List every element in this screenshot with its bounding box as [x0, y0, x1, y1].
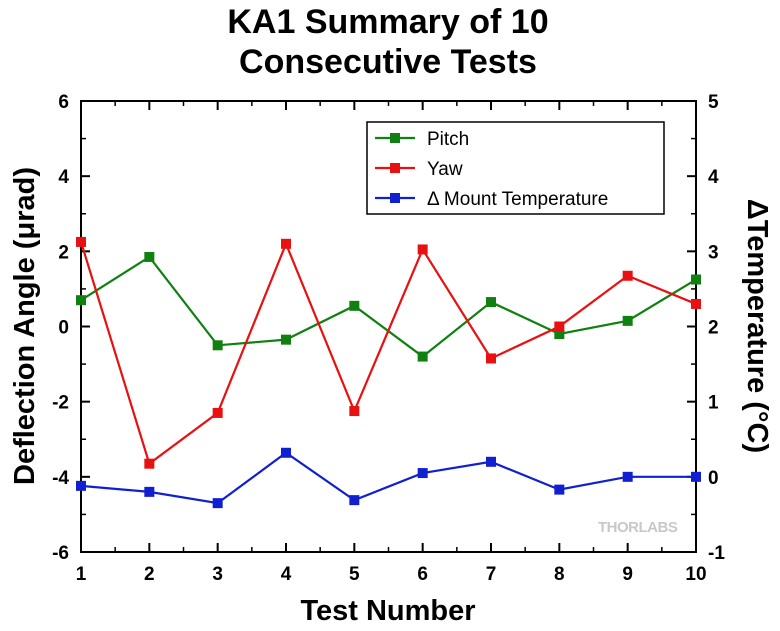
series-point-pitch — [281, 334, 291, 345]
y-right-tick-label: 2 — [708, 318, 719, 339]
series-point-mount-temperature — [76, 480, 86, 491]
legend-marker-yaw — [390, 163, 400, 173]
x-tick-label: 8 — [554, 564, 565, 585]
legend-label-pitch: Pitch — [427, 129, 469, 150]
series-point-yaw — [417, 244, 428, 255]
x-tick-label: 6 — [417, 564, 428, 585]
series-point-pitch — [144, 251, 155, 262]
series-point-mount-temperature — [349, 495, 360, 506]
x-tick-label: 1 — [76, 564, 87, 585]
x-tick-label: 2 — [144, 564, 155, 585]
series-point-yaw — [144, 458, 155, 469]
axes: 1 2 3 4 5 6 7 8 9 10 -6 -4 -2 0 2 4 6 -1 0 1 2 3 4 5 — [52, 92, 725, 585]
x-tick-label: 9 — [622, 564, 633, 585]
series-line-mount-temperature — [80, 451, 696, 505]
series-mount-temperature — [76, 447, 701, 509]
series-point-yaw — [76, 236, 86, 247]
chart-title-line-2: Consecutive Tests — [239, 43, 537, 81]
series-point-pitch — [417, 351, 428, 362]
y-right-tick-label: -1 — [708, 543, 725, 564]
series-point-mount-temperature — [417, 468, 428, 479]
y-right-tick-label: 3 — [708, 242, 719, 263]
series-point-pitch — [76, 295, 86, 306]
x-tick-label: 3 — [212, 564, 223, 585]
series-point-yaw — [691, 298, 701, 309]
series-point-yaw — [212, 407, 223, 418]
x-tick-label: 4 — [281, 564, 292, 585]
series-point-mount-temperature — [622, 471, 633, 482]
x-axis-title: Test Number — [300, 595, 475, 627]
legend-marker-mount-temperature — [390, 193, 400, 203]
chart-title: KA1 Summary of 10 Consecutive Tests — [80, 2, 696, 82]
y-right-tick-label: 5 — [708, 92, 719, 113]
legend: Pitch Yaw Δ Mount Temperature — [366, 121, 665, 215]
chart-title-line-1: KA1 Summary of 10 — [227, 3, 549, 41]
y-right-tick-label: 0 — [708, 468, 719, 489]
series-yaw — [76, 236, 701, 469]
series-point-yaw — [349, 406, 360, 417]
series-point-mount-temperature — [281, 447, 291, 458]
y-right-axis-title: ΔTemperature (°C) — [741, 199, 773, 453]
legend-box — [366, 121, 665, 215]
x-tick-label: 7 — [486, 564, 497, 585]
legend-label-yaw: Yaw — [427, 159, 463, 180]
series-point-yaw — [486, 353, 496, 364]
series-point-pitch — [622, 315, 633, 326]
y-left-tick-label: 2 — [58, 242, 69, 263]
y-left-tick-label: 4 — [58, 167, 69, 188]
series-point-pitch — [486, 297, 496, 308]
series-point-yaw — [281, 238, 291, 249]
series-point-mount-temperature — [691, 471, 701, 482]
series-point-pitch — [691, 274, 701, 285]
y-left-tick-label: 6 — [58, 92, 69, 113]
x-tick-label: 5 — [349, 564, 360, 585]
series-point-pitch — [349, 300, 360, 311]
series-line-yaw — [79, 240, 697, 466]
series-point-mount-temperature — [144, 486, 155, 497]
series-point-pitch — [554, 329, 565, 340]
series-point-mount-temperature — [212, 498, 223, 509]
series-point-pitch — [212, 340, 223, 351]
thorlabs-watermark: THORLABS — [598, 519, 678, 536]
series-pitch — [76, 251, 701, 362]
series-line-pitch — [80, 255, 697, 358]
y-right-tick-label: 4 — [708, 167, 719, 188]
y-left-tick-label: -2 — [52, 393, 69, 414]
y-left-tick-label: -4 — [52, 468, 69, 489]
series-point-yaw — [554, 321, 565, 332]
series-point-mount-temperature — [486, 456, 496, 467]
y-right-tick-label: 1 — [708, 393, 719, 414]
y-left-axis-title: Deflection Angle (μrad) — [9, 167, 41, 485]
legend-label-mount-temperature: Δ Mount Temperature — [427, 189, 608, 210]
legend-marker-pitch — [390, 133, 400, 143]
x-tick-label: 10 — [685, 564, 706, 585]
series-layer — [76, 236, 701, 509]
series-point-mount-temperature — [554, 484, 565, 495]
series-point-yaw — [622, 270, 633, 281]
y-left-tick-label: 0 — [58, 318, 69, 339]
y-left-tick-label: -6 — [52, 543, 69, 564]
